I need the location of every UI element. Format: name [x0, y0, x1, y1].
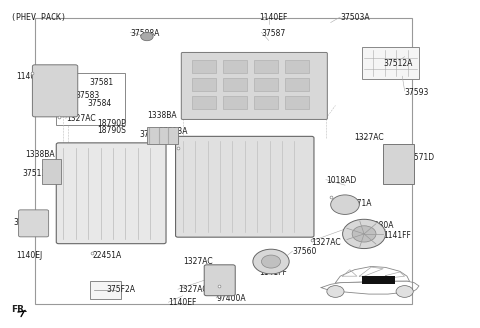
FancyBboxPatch shape	[204, 265, 235, 296]
Circle shape	[262, 255, 281, 268]
Text: 1327AC: 1327AC	[312, 237, 341, 247]
Text: 18790S: 18790S	[97, 126, 126, 135]
Bar	[56, 73, 125, 125]
Circle shape	[141, 32, 153, 41]
Text: 37583: 37583	[75, 91, 100, 100]
Text: 18362: 18362	[140, 147, 164, 155]
Text: 1327AC: 1327AC	[355, 133, 384, 142]
Bar	[362, 276, 395, 284]
FancyBboxPatch shape	[33, 65, 78, 117]
Text: 1327AC: 1327AC	[178, 285, 207, 294]
Text: 1140EJ: 1140EJ	[16, 251, 42, 259]
Circle shape	[327, 286, 344, 297]
Text: 37595: 37595	[13, 218, 38, 227]
Text: 37593: 37593	[405, 88, 429, 97]
Text: 37210F: 37210F	[99, 210, 128, 219]
Circle shape	[352, 226, 376, 242]
Bar	[42, 159, 61, 183]
Bar	[192, 78, 216, 91]
Text: 1327AC: 1327AC	[183, 257, 212, 266]
Text: FR.: FR.	[11, 305, 27, 314]
Bar	[254, 78, 278, 91]
Text: 37581: 37581	[90, 78, 114, 87]
Text: (PHEV PACK): (PHEV PACK)	[11, 13, 66, 22]
Text: 37513: 37513	[23, 169, 47, 178]
Bar	[147, 127, 178, 145]
Text: 37503A: 37503A	[340, 13, 370, 22]
Text: 37587: 37587	[262, 30, 286, 38]
Text: 1338BA: 1338BA	[25, 150, 55, 159]
Bar	[362, 47, 419, 79]
Bar	[223, 96, 247, 109]
Bar	[285, 96, 309, 109]
FancyBboxPatch shape	[176, 136, 314, 237]
Bar	[254, 60, 278, 73]
Circle shape	[331, 195, 360, 215]
Bar	[285, 78, 309, 91]
Text: 37512A: 37512A	[383, 59, 412, 68]
Text: 1141FF: 1141FF	[259, 268, 287, 277]
Text: 37513A: 37513A	[159, 127, 188, 136]
Bar	[383, 145, 414, 183]
Text: 37584: 37584	[87, 99, 111, 108]
Text: 1018AD: 1018AD	[326, 176, 356, 185]
Text: 1141FF: 1141FF	[383, 231, 411, 240]
Text: 1327AC: 1327AC	[66, 114, 96, 123]
Text: 37588A: 37588A	[130, 30, 160, 38]
FancyBboxPatch shape	[56, 143, 166, 244]
Text: 1140EF: 1140EF	[259, 13, 288, 22]
Circle shape	[396, 286, 413, 297]
Bar	[192, 96, 216, 109]
Bar	[90, 281, 120, 299]
Bar	[35, 18, 412, 304]
Text: 37560: 37560	[292, 247, 317, 256]
Text: 1140EJ: 1140EJ	[16, 72, 42, 81]
Text: 22451A: 22451A	[92, 251, 121, 259]
Text: 37561C: 37561C	[271, 143, 300, 152]
Text: 37210F: 37210F	[99, 169, 128, 178]
Bar	[223, 78, 247, 91]
Text: 375F2A: 375F2A	[107, 285, 135, 294]
FancyBboxPatch shape	[19, 210, 48, 237]
Text: 37210F: 37210F	[99, 177, 128, 186]
Text: 97400A: 97400A	[216, 295, 246, 303]
Circle shape	[253, 249, 289, 274]
Bar	[254, 96, 278, 109]
Text: 37580A: 37580A	[364, 221, 394, 230]
Bar	[192, 60, 216, 73]
Text: 1140EF: 1140EF	[168, 298, 197, 307]
Circle shape	[343, 219, 385, 249]
Text: 1338BA: 1338BA	[147, 111, 177, 120]
Text: 37210F: 37210F	[99, 202, 128, 211]
Text: 37210F: 37210F	[99, 186, 128, 195]
Bar	[285, 60, 309, 73]
FancyBboxPatch shape	[181, 52, 327, 119]
Bar	[223, 60, 247, 73]
Text: 37210F: 37210F	[99, 194, 128, 203]
Text: 37571D: 37571D	[405, 153, 435, 162]
Text: 37590A: 37590A	[37, 94, 67, 103]
Text: 37514: 37514	[140, 130, 164, 139]
Text: 18790P: 18790P	[97, 119, 126, 128]
Text: 37571A: 37571A	[343, 198, 372, 208]
